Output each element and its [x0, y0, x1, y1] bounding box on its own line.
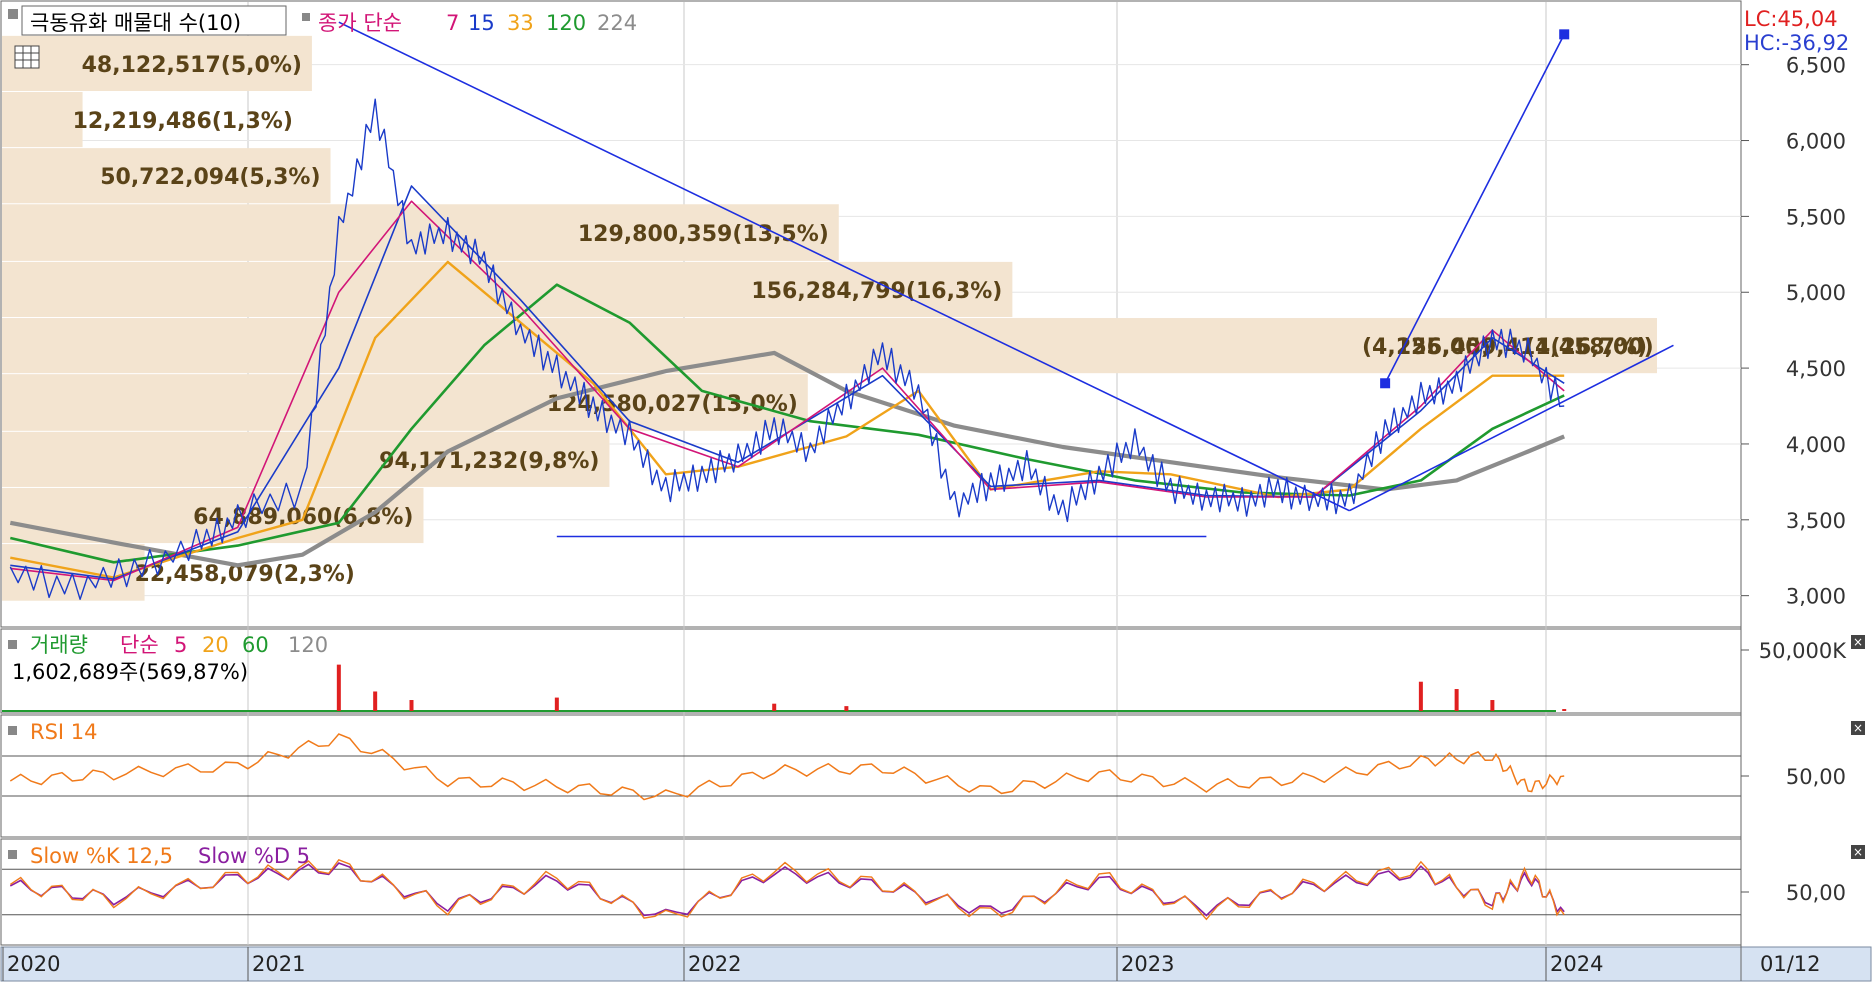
hc-value: HC:-36,92	[1744, 31, 1849, 55]
ma33-period: 33	[507, 11, 534, 35]
volume-header: 거래량 단순 5 20 60 120 1,602,689주(569,87%)	[8, 633, 328, 684]
volume-profile-label: 48,122,517(5,0%)	[82, 53, 302, 78]
stoch-header: Slow %K 12,5 Slow %D 5	[8, 844, 310, 868]
trendline[interactable]	[1384, 33, 1565, 384]
volume-bar	[336, 664, 341, 711]
volume-tick-label: 50,000K	[1759, 639, 1847, 663]
rsi-title: RSI 14	[30, 720, 98, 744]
date-label: 2023	[1121, 952, 1174, 976]
price-series-line	[9, 98, 1565, 600]
svg-text:×: ×	[1853, 635, 1863, 649]
volume-bar	[1562, 709, 1567, 711]
vma120-period: 120	[288, 633, 328, 657]
price-tick-label: 6,000	[1786, 130, 1846, 154]
volume-profile-bar	[2, 374, 808, 431]
volume-bar	[1454, 689, 1459, 711]
volume-profile-label: 129,800,359(13,5%)	[578, 222, 829, 247]
slow-k-label: Slow %K 12,5	[30, 844, 173, 868]
volume-profile-label: 124,580,027(13,0%)	[547, 392, 798, 417]
volume-bar	[844, 706, 849, 711]
volume-title: 거래량	[30, 633, 88, 657]
price-tick-label: 5,000	[1786, 281, 1846, 305]
last-volume: 1,602,689주(569,87%)	[12, 660, 248, 684]
trendline[interactable]	[338, 21, 1350, 512]
price-tick-label: 4,500	[1786, 357, 1846, 381]
volume-profile-bar	[2, 35, 312, 91]
volume-bar	[1418, 681, 1423, 711]
lc-value: LC:45,04	[1744, 7, 1838, 31]
date-label: 2020	[7, 952, 60, 976]
volume-panel	[0, 628, 1742, 714]
svg-text:×: ×	[1853, 721, 1863, 735]
date-label: 01/12	[1760, 952, 1821, 976]
stock-title-box[interactable]	[21, 5, 287, 36]
price-series-line	[10, 260, 1565, 579]
ma7-period: 7	[446, 11, 459, 35]
trendline-handle[interactable]	[1380, 378, 1391, 389]
volume-profile-label: 50,722,094(5,3%)	[100, 165, 320, 190]
close-rsi-panel-icon[interactable]: ×	[1851, 721, 1865, 735]
vma60-period: 60	[242, 633, 269, 657]
price-series-line	[10, 283, 1565, 564]
date-axis	[0, 946, 1872, 982]
price-series-line	[10, 200, 1565, 582]
volume-profile-bar	[2, 91, 83, 148]
rsi-line	[9, 733, 1565, 801]
rsi-header: RSI 14	[8, 720, 98, 744]
volume-profile-bar	[2, 148, 331, 204]
ma120-period: 120	[546, 11, 586, 35]
close-stoch-panel-icon[interactable]: ×	[1851, 845, 1865, 859]
trendline-handle[interactable]	[1559, 29, 1570, 40]
ma-label: 종가 단순	[318, 11, 402, 35]
volume-ma-label: 단순	[120, 633, 159, 657]
date-label: 2022	[688, 952, 741, 976]
grid-icon[interactable]	[14, 45, 40, 69]
volume-bar	[373, 691, 378, 711]
price-tick-label: 3,000	[1786, 585, 1846, 609]
svg-text:×: ×	[1853, 845, 1863, 859]
close-volume-panel-icon[interactable]: ×	[1851, 635, 1865, 649]
ma15-period: 15	[468, 11, 495, 35]
volume-profile-bar	[2, 431, 610, 487]
slow-d-label: Slow %D 5	[198, 844, 310, 868]
ma224-period: 224	[597, 11, 637, 35]
price-header: 극동유화 매물대 수(10) 종가 단순 7 15 33 120 224	[8, 5, 637, 36]
vma5-period: 5	[174, 633, 187, 657]
price-tick-label: 6,500	[1786, 54, 1846, 78]
stoch-tick-label: 50,00	[1786, 881, 1846, 905]
date-label: 2024	[1550, 952, 1603, 976]
profile-extra-label: (4,125,00)	[1362, 335, 1491, 360]
date-label: 2021	[252, 952, 305, 976]
price-tick-label: 3,500	[1786, 509, 1846, 533]
volume-profile-label: 12,219,486(1,3%)	[73, 109, 293, 134]
vma20-period: 20	[202, 633, 229, 657]
rsi-panel	[0, 714, 1742, 838]
volume-bar	[409, 700, 414, 711]
stock-title: 극동유화 매물대 수(10)	[30, 11, 241, 35]
volume-profile-label: 94,171,232(9,8%)	[379, 449, 599, 474]
volume-bar	[1490, 700, 1495, 711]
volume-profile-bar	[2, 318, 1657, 374]
volume-bar	[554, 697, 559, 711]
price-series-line	[9, 350, 1566, 568]
volume-profile-bar	[2, 261, 1013, 318]
stoch-panel	[0, 838, 1742, 946]
slow-k-line	[9, 858, 1565, 921]
profile-extra-label: (4,458,00)	[1525, 335, 1654, 360]
price-tick-label: 5,500	[1786, 205, 1846, 229]
volume-bar	[772, 703, 777, 711]
rsi-tick-label: 50,00	[1786, 765, 1846, 789]
trendline[interactable]	[1349, 344, 1674, 512]
price-tick-label: 4,000	[1786, 433, 1846, 457]
